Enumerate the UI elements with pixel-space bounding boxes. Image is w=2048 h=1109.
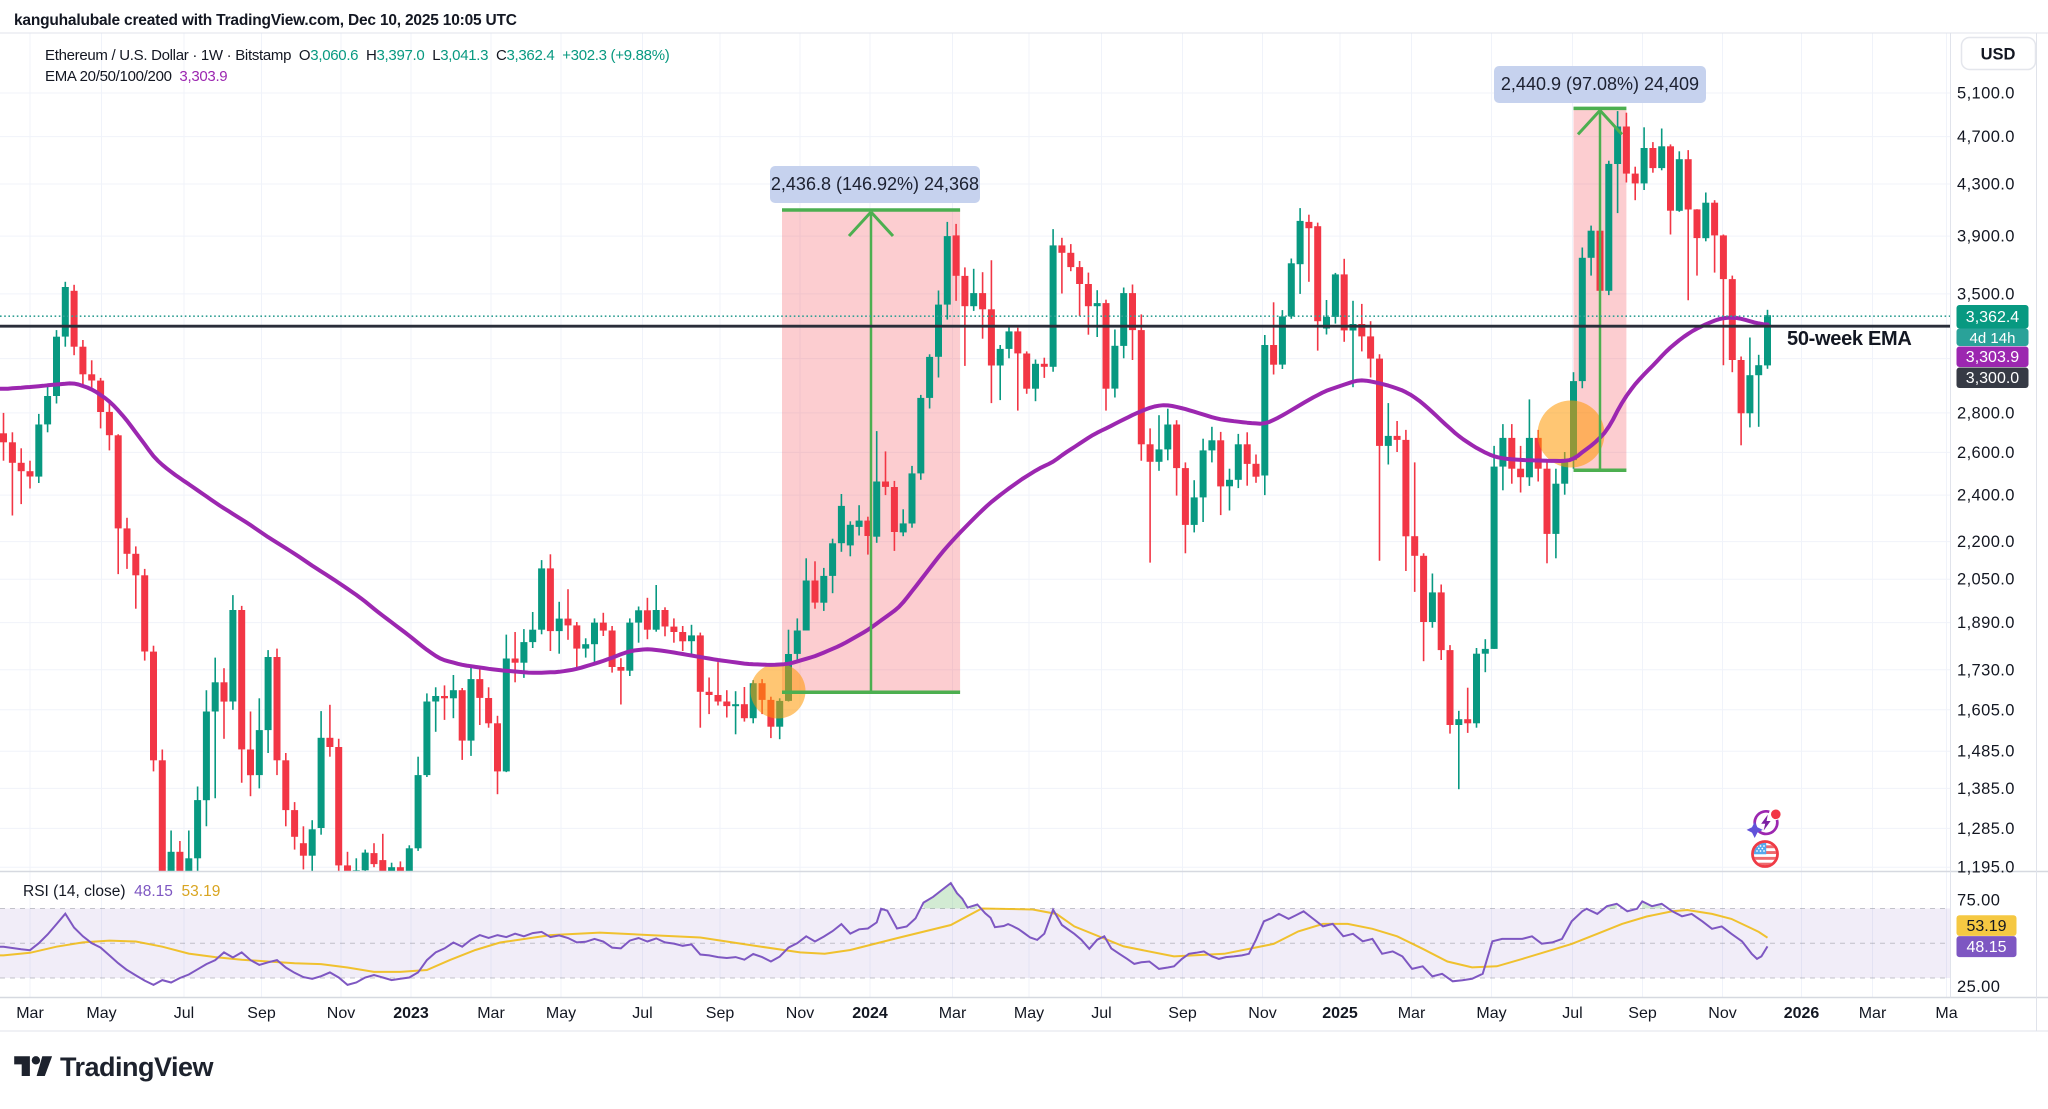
svg-text:2026: 2026 <box>1784 1005 1820 1022</box>
svg-text:4d 14h: 4d 14h <box>1970 330 2016 347</box>
svg-text:2,600.0: 2,600.0 <box>1957 444 2015 462</box>
svg-text:2023: 2023 <box>393 1005 429 1022</box>
svg-text:Mar: Mar <box>16 1005 44 1022</box>
svg-text:1,485.0: 1,485.0 <box>1957 743 2015 761</box>
svg-text:2024: 2024 <box>852 1005 888 1022</box>
svg-text:Jul: Jul <box>174 1005 194 1022</box>
svg-text:50-week EMA: 50-week EMA <box>1787 328 1912 350</box>
svg-text:Mar: Mar <box>939 1005 967 1022</box>
svg-text:Sep: Sep <box>1628 1005 1657 1022</box>
svg-text:1,605.0: 1,605.0 <box>1957 701 2015 719</box>
svg-text:Ma: Ma <box>1935 1005 1957 1022</box>
svg-text:2,050.0: 2,050.0 <box>1957 571 2015 589</box>
svg-text:Jul: Jul <box>1562 1005 1582 1022</box>
svg-text:May: May <box>1476 1005 1506 1022</box>
svg-text:Jul: Jul <box>632 1005 652 1022</box>
svg-text:2,200.0: 2,200.0 <box>1957 533 2015 551</box>
svg-text:Jul: Jul <box>1091 1005 1111 1022</box>
svg-text:EMA 20/50/100/200 3,303.9: EMA 20/50/100/200 3,303.9 <box>45 68 227 85</box>
svg-text:75.00: 75.00 <box>1957 891 2000 909</box>
svg-text:Ethereum / U.S. Dollar · 1W ·: Ethereum / U.S. Dollar · 1W · Bitstamp O… <box>45 47 670 64</box>
svg-text:25.00: 25.00 <box>1957 978 2000 996</box>
svg-text:USD: USD <box>1981 46 2016 64</box>
svg-text:Nov: Nov <box>1248 1005 1276 1022</box>
svg-text:Sep: Sep <box>706 1005 735 1022</box>
svg-text:1,730.0: 1,730.0 <box>1957 661 2015 679</box>
svg-text:4,300.0: 4,300.0 <box>1957 176 2015 194</box>
svg-text:1,385.0: 1,385.0 <box>1957 780 2015 798</box>
svg-text:Mar: Mar <box>1398 1005 1426 1022</box>
svg-text:5,100.0: 5,100.0 <box>1957 85 2015 103</box>
svg-text:1,890.0: 1,890.0 <box>1957 614 2015 632</box>
svg-text:Sep: Sep <box>247 1005 276 1022</box>
svg-text:3,303.9: 3,303.9 <box>1966 349 2019 366</box>
svg-text:53.19: 53.19 <box>1966 918 2006 935</box>
svg-text:Nov: Nov <box>327 1005 355 1022</box>
svg-text:May: May <box>1014 1005 1044 1022</box>
svg-text:2,400.0: 2,400.0 <box>1957 487 2015 505</box>
svg-text:2,800.0: 2,800.0 <box>1957 404 2015 422</box>
svg-text:TradingView: TradingView <box>60 1052 215 1082</box>
svg-text:RSI (14, close) 48.15 53.19: RSI (14, close) 48.15 53.19 <box>23 883 220 900</box>
svg-text:2,440.9 (97.08%) 24,409: 2,440.9 (97.08%) 24,409 <box>1501 74 1699 94</box>
svg-text:Mar: Mar <box>1859 1005 1887 1022</box>
svg-text:Nov: Nov <box>1708 1005 1736 1022</box>
svg-text:48.15: 48.15 <box>1966 939 2006 956</box>
svg-text:1,285.0: 1,285.0 <box>1957 820 2015 838</box>
svg-text:3,362.4: 3,362.4 <box>1966 309 2019 326</box>
svg-text:2,436.8 (146.92%) 24,368: 2,436.8 (146.92%) 24,368 <box>771 174 979 194</box>
svg-text:kanguhalubale created with Tra: kanguhalubale created with TradingView.c… <box>14 12 517 29</box>
svg-text:3,500.0: 3,500.0 <box>1957 285 2015 303</box>
svg-text:Nov: Nov <box>786 1005 814 1022</box>
svg-text:May: May <box>86 1005 116 1022</box>
svg-text:3,900.0: 3,900.0 <box>1957 228 2015 246</box>
svg-text:May: May <box>546 1005 576 1022</box>
svg-text:Mar: Mar <box>477 1005 505 1022</box>
svg-text:1,195.0: 1,195.0 <box>1957 859 2015 877</box>
svg-text:Sep: Sep <box>1168 1005 1197 1022</box>
svg-text:2025: 2025 <box>1322 1005 1358 1022</box>
svg-text:4,700.0: 4,700.0 <box>1957 128 2015 146</box>
svg-text:3,300.0: 3,300.0 <box>1966 370 2019 387</box>
